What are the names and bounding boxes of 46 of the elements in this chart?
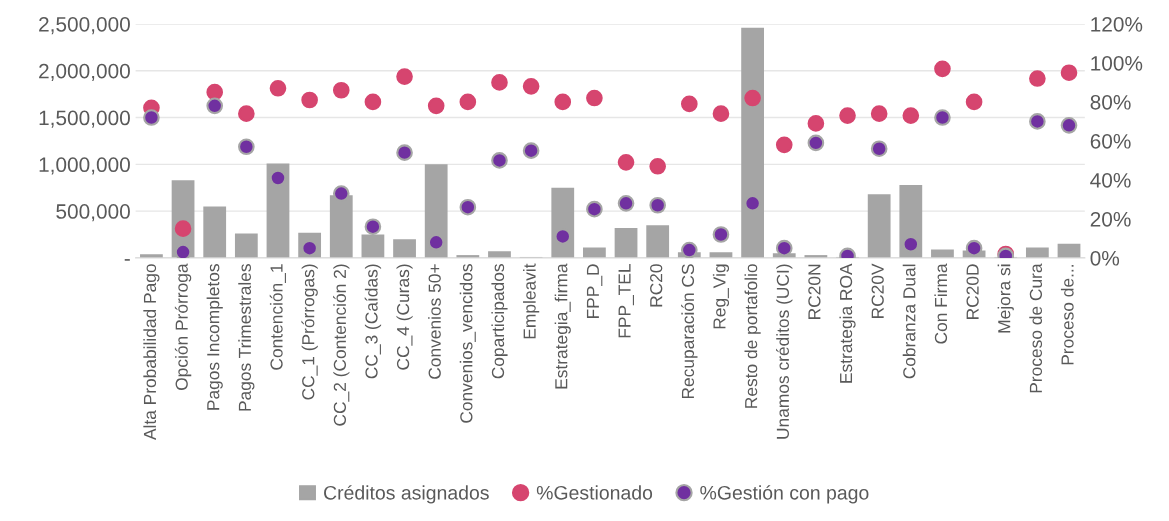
- x-tick-label: Resto de portafolio: [744, 264, 761, 408]
- y-tick-label: 2,000,000: [39, 63, 130, 81]
- x-tick-label: Proceso de...: [1060, 265, 1074, 365]
- x-tick-label: Contención_1: [269, 264, 286, 370]
- x-tick-label: Empleavit: [523, 263, 540, 339]
- x-tick-label: FPP_TEL: [618, 264, 634, 338]
- x-tick-label: Reg_Vig: [712, 264, 730, 329]
- x-tick-label: Opción Prórroga: [174, 263, 192, 390]
- y-tick-label: 500,000: [56, 204, 130, 222]
- x-tick-label: Estrategia ROA: [839, 263, 856, 383]
- y2-tick-label: 60%: [1090, 133, 1131, 149]
- x-tick-label: CC_1 (Prórrogas): [301, 264, 318, 400]
- x-tick-label: Con Firma: [934, 263, 948, 344]
- y2-tick-label: 80%: [1090, 94, 1131, 110]
- x-tick-label: RC20V: [871, 263, 884, 318]
- x-tick-label: Recuparación CS: [681, 264, 698, 399]
- x-tick-label: Pagos Incompletos: [206, 264, 223, 410]
- x-tick-label: Pagos Trimestrales: [238, 264, 255, 411]
- y-tick-label: 1,500,000: [39, 110, 130, 128]
- legend-label: %Gestión con pago: [700, 485, 869, 504]
- y2-tick-label: 0%: [1090, 250, 1120, 266]
- x-tick-label: CC_2 (Contención 2): [333, 264, 350, 426]
- y-tick-label: 2,500,000: [39, 16, 130, 35]
- x-tick-label: Convenios 50+: [428, 264, 441, 379]
- y2-tick-label: 100%: [1091, 55, 1143, 71]
- x-tick-label: Proceso de Cura: [1029, 263, 1043, 393]
- x-tick-label: Mejora si: [997, 264, 1014, 333]
- y2-tick-label: 20%: [1090, 211, 1131, 227]
- x-tick-label: Convenios_vencidos: [459, 264, 476, 423]
- y-tick-label: -: [124, 259, 130, 261]
- y-tick-label: 1,000,000: [39, 157, 130, 175]
- x-tick-label: Unamos créditos (UCI): [776, 264, 793, 439]
- x-tick-label: CC_3 (Caídas): [364, 264, 382, 379]
- x-tick-label: RC20N: [808, 264, 821, 319]
- x-tick-label: RC20D: [966, 264, 979, 319]
- x-tick-label: Alta Probabilidad Pago: [143, 264, 160, 441]
- x-tick-label: Coparticipados: [491, 264, 508, 379]
- x-tick-label: CC_4 (Curas): [396, 264, 413, 370]
- x-tick-label: RC20: [650, 264, 663, 307]
- x-tick-label: Cobranza Dual: [902, 264, 916, 379]
- legend-label: %Gestionado: [536, 485, 653, 500]
- legend-label: Créditos asignados: [324, 485, 489, 504]
- x-tick-label: Estrategia_firma: [554, 263, 571, 389]
- x-tick-label: FPP_D: [586, 264, 603, 318]
- y2-tick-label: 40%: [1090, 172, 1131, 188]
- y2-tick-label: 120%: [1091, 16, 1143, 32]
